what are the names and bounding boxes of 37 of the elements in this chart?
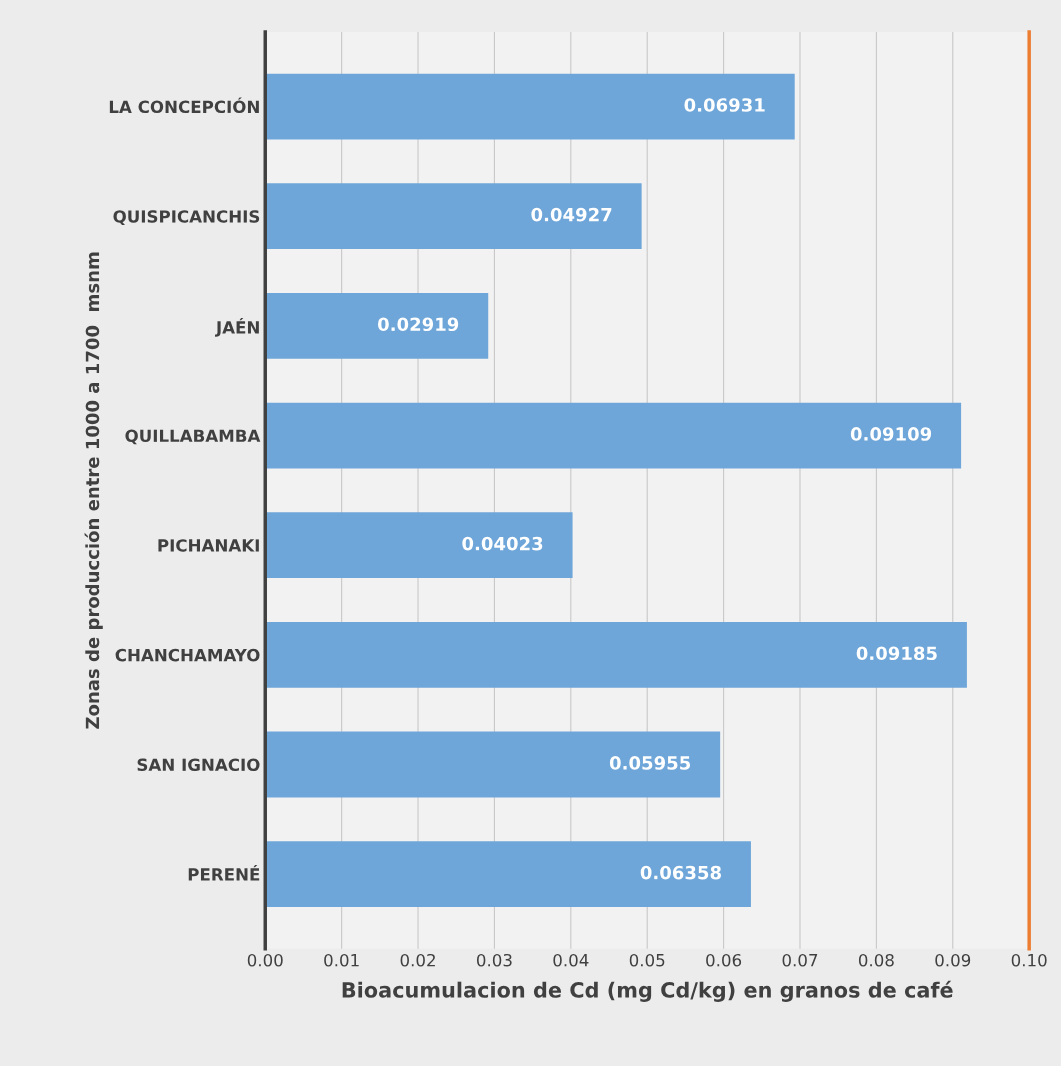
bar <box>265 731 721 798</box>
bar <box>265 183 642 250</box>
data-label: 0.04023 <box>462 536 543 551</box>
bar <box>265 292 489 359</box>
y-tick-label: SAN IGNACIO <box>137 758 260 772</box>
x-tick-label: 0.06 <box>706 953 742 967</box>
x-tick-label: 0.08 <box>858 953 894 967</box>
y-tick-label: PICHANAKI <box>158 539 259 552</box>
x-tick-label: 0.05 <box>629 953 665 967</box>
data-label: 0.06931 <box>684 98 765 112</box>
data-label: 0.02919 <box>377 317 459 332</box>
x-tick-label: 0.10 <box>1011 953 1047 967</box>
x-tick-label: 0.04 <box>553 953 589 967</box>
y-tick-label: PERENÉ <box>188 865 260 881</box>
data-label: 0.06358 <box>640 865 721 880</box>
data-label: 0.09109 <box>850 427 932 441</box>
bar <box>265 512 573 579</box>
y-tick-label: LA CONCEPCIÓN <box>109 97 259 114</box>
x-tick-label: 0.03 <box>476 953 512 967</box>
bar <box>265 621 967 688</box>
data-label: 0.05955 <box>609 756 691 770</box>
y-tick-label: CHANCHAMAYO <box>115 648 260 662</box>
x-tick-label: 0.01 <box>324 953 359 967</box>
x-tick-label: 0.02 <box>400 953 435 967</box>
y-axis-title: Zonas de producción entre 1000 a 1700 msnm <box>84 252 103 729</box>
y-tick-label: JAÉN <box>215 318 259 337</box>
x-axis-title: Bioacumulacion de Cd (mg Cd/kg) en granos de café <box>342 980 953 1002</box>
data-label: 0.09185 <box>856 646 937 661</box>
bar <box>265 73 795 140</box>
x-tick-label: 0.00 <box>247 953 283 967</box>
bar <box>265 841 751 908</box>
x-tick-label: 0.07 <box>782 953 818 967</box>
data-label: 0.04927 <box>531 207 612 222</box>
x-tick-label: 0.09 <box>935 953 971 967</box>
y-tick-label: QUILLABAMBA <box>125 429 261 445</box>
bar <box>265 402 962 469</box>
y-tick-label: QUISPICANCHIS <box>113 210 260 225</box>
